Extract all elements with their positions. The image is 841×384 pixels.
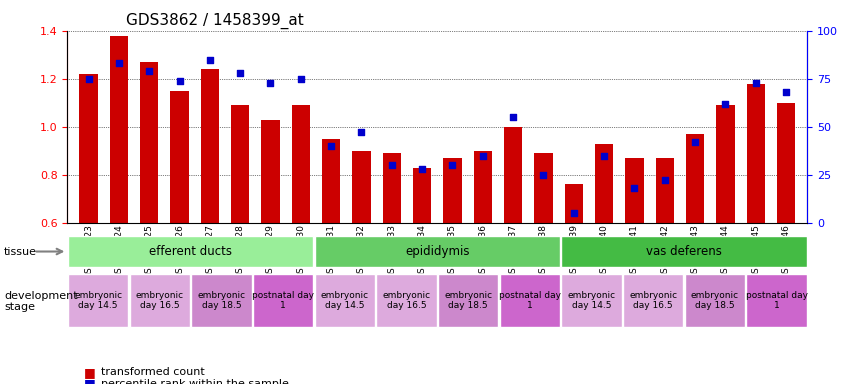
FancyBboxPatch shape <box>253 274 314 327</box>
Bar <box>686 134 704 223</box>
Bar <box>777 103 796 223</box>
Bar <box>322 139 341 223</box>
Bar <box>292 105 310 223</box>
Point <box>355 129 368 136</box>
Bar <box>595 144 613 223</box>
Text: transformed count: transformed count <box>101 367 204 377</box>
Point <box>749 79 763 86</box>
Text: ■: ■ <box>84 366 96 379</box>
FancyBboxPatch shape <box>68 236 314 267</box>
Bar <box>140 62 158 223</box>
Bar <box>564 184 583 223</box>
Text: postnatal day
1: postnatal day 1 <box>252 291 315 310</box>
Bar <box>201 69 219 223</box>
Bar <box>413 167 431 223</box>
Point <box>415 166 429 172</box>
Text: embryonic
day 16.5: embryonic day 16.5 <box>629 291 677 310</box>
Point <box>82 76 95 82</box>
FancyBboxPatch shape <box>376 274 436 327</box>
Point <box>689 139 702 145</box>
Text: development
stage: development stage <box>4 291 78 312</box>
Bar <box>504 127 522 223</box>
Text: percentile rank within the sample: percentile rank within the sample <box>101 379 288 384</box>
FancyBboxPatch shape <box>746 274 807 327</box>
FancyBboxPatch shape <box>68 274 129 327</box>
Text: embryonic
day 14.5: embryonic day 14.5 <box>320 291 369 310</box>
Point <box>719 101 733 107</box>
Bar <box>79 74 98 223</box>
FancyBboxPatch shape <box>500 274 560 327</box>
FancyBboxPatch shape <box>438 274 499 327</box>
Bar <box>534 153 553 223</box>
Bar <box>717 105 734 223</box>
Text: embryonic
day 18.5: embryonic day 18.5 <box>690 291 739 310</box>
Point <box>204 56 217 63</box>
FancyBboxPatch shape <box>561 236 807 267</box>
FancyBboxPatch shape <box>685 274 745 327</box>
Text: epididymis: epididymis <box>405 245 469 258</box>
FancyBboxPatch shape <box>561 274 621 327</box>
Text: tissue: tissue <box>4 247 37 257</box>
Bar <box>443 158 462 223</box>
FancyBboxPatch shape <box>130 274 190 327</box>
Point <box>537 172 550 178</box>
Point <box>597 152 611 159</box>
Bar <box>747 84 765 223</box>
Point <box>658 177 671 184</box>
Text: GDS3862 / 1458399_at: GDS3862 / 1458399_at <box>126 13 304 29</box>
FancyBboxPatch shape <box>623 274 684 327</box>
Point <box>780 89 793 95</box>
Text: postnatal day
1: postnatal day 1 <box>499 291 561 310</box>
Point <box>294 76 308 82</box>
Bar <box>656 158 674 223</box>
Text: postnatal day
1: postnatal day 1 <box>745 291 807 310</box>
Bar <box>109 36 128 223</box>
Bar <box>262 119 279 223</box>
Bar <box>231 105 249 223</box>
Text: ■: ■ <box>84 377 96 384</box>
Text: embryonic
day 14.5: embryonic day 14.5 <box>568 291 616 310</box>
Bar <box>473 151 492 223</box>
Text: efferent ducts: efferent ducts <box>149 245 232 258</box>
Point <box>567 210 580 216</box>
Text: embryonic
day 14.5: embryonic day 14.5 <box>74 291 122 310</box>
FancyBboxPatch shape <box>315 236 560 267</box>
Text: embryonic
day 16.5: embryonic day 16.5 <box>135 291 184 310</box>
Point <box>172 78 186 84</box>
Point <box>476 152 489 159</box>
Point <box>506 114 520 120</box>
Bar <box>383 153 401 223</box>
FancyBboxPatch shape <box>315 274 375 327</box>
Point <box>234 70 247 76</box>
Point <box>142 68 156 74</box>
Bar <box>352 151 371 223</box>
Point <box>385 162 399 168</box>
Text: vas deferens: vas deferens <box>646 245 722 258</box>
Point <box>446 162 459 168</box>
Point <box>112 60 125 66</box>
Point <box>264 79 278 86</box>
Bar <box>171 91 188 223</box>
Point <box>627 185 641 191</box>
Text: embryonic
day 18.5: embryonic day 18.5 <box>198 291 246 310</box>
Bar <box>626 158 643 223</box>
Point <box>325 143 338 149</box>
Text: embryonic
day 16.5: embryonic day 16.5 <box>383 291 431 310</box>
FancyBboxPatch shape <box>191 274 251 327</box>
Text: embryonic
day 18.5: embryonic day 18.5 <box>444 291 492 310</box>
